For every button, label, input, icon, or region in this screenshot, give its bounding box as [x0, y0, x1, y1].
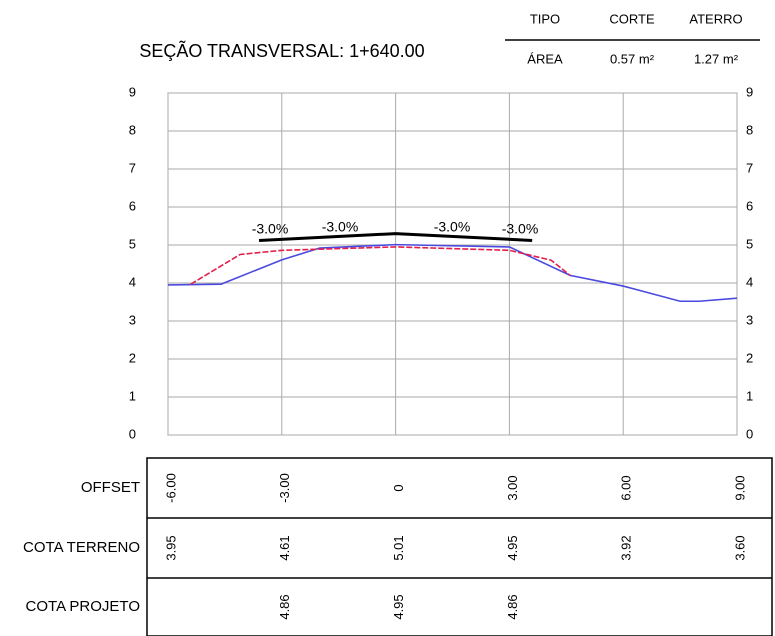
series-line: [190, 246, 571, 285]
y-tick-label: 6: [129, 198, 136, 213]
y-tick-label-right: 4: [746, 274, 753, 289]
slope-label: -3.0%: [252, 221, 289, 237]
y-tick-label: 0: [129, 426, 136, 441]
plot-frame: [167, 92, 738, 436]
table-cell: 5.01: [391, 535, 406, 560]
y-tick-label: 3: [129, 312, 136, 327]
y-tick-label: 5: [129, 236, 136, 251]
slope-label: -3.0%: [502, 221, 539, 237]
table-cell: 3.60: [732, 535, 747, 560]
table-cell: 4.86: [505, 594, 520, 619]
header-cell: 0.57 m²: [610, 51, 655, 66]
y-tick-label-right: 7: [746, 160, 753, 175]
row-label: OFFSET: [81, 479, 140, 496]
offset-label: -6.00: [163, 473, 178, 503]
y-tick-label: 8: [129, 122, 136, 137]
header-cell: ATERRO: [689, 11, 742, 26]
table-frame: [146, 457, 773, 636]
y-tick-label-right: 9: [746, 84, 753, 99]
table-cell: 4.95: [391, 594, 406, 619]
title: SEÇÃO TRANSVERSAL: 1+640.00: [139, 40, 424, 61]
y-tick-label: 7: [129, 160, 136, 175]
offset-label: 6.00: [619, 475, 634, 500]
slope-label: -3.0%: [434, 219, 471, 235]
table-cell: 4.61: [277, 535, 292, 560]
row-label: COTA PROJETO: [26, 598, 140, 615]
offset-label: 3.00: [505, 475, 520, 500]
y-tick-label-right: 6: [746, 198, 753, 213]
header-cell: ÁREA: [527, 51, 563, 66]
table-cell: 4.95: [505, 535, 520, 560]
y-tick-label-right: 1: [746, 388, 753, 403]
row-label: COTA TERRENO: [23, 539, 140, 556]
y-tick-label-right: 0: [746, 426, 753, 441]
header-cell: 1.27 m²: [694, 51, 739, 66]
slope-label: -3.0%: [322, 219, 359, 235]
series-line: [167, 243, 738, 303]
y-tick-label: 1: [129, 388, 136, 403]
series-line: [258, 232, 533, 242]
offset-label: 0: [391, 484, 406, 491]
y-tick-label-right: 3: [746, 312, 753, 327]
y-tick-label: 4: [129, 274, 136, 289]
y-tick-label: 2: [129, 350, 136, 365]
header-cell: CORTE: [609, 11, 655, 26]
y-tick-label-right: 8: [746, 122, 753, 137]
y-tick-label-right: 2: [746, 350, 753, 365]
table-cell: 3.95: [163, 535, 178, 560]
y-tick-label-right: 5: [746, 236, 753, 251]
table-cell: 3.92: [619, 535, 634, 560]
y-tick-label: 9: [129, 84, 136, 99]
offset-label: 9.00: [732, 475, 747, 500]
header-cell: TIPO: [530, 11, 560, 26]
offset-label: -3.00: [277, 473, 292, 503]
table-cell: 4.86: [277, 594, 292, 619]
